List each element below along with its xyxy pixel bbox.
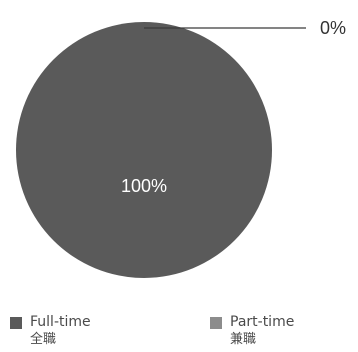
legend-swatch-full-time <box>10 317 22 329</box>
legend-label-part-time-zh: 兼職 <box>230 332 257 347</box>
legend-item-part-time: Part-time 兼職 <box>210 313 294 349</box>
pie-slice-full-time <box>16 22 272 278</box>
legend-swatch-part-time <box>210 317 222 329</box>
data-label-part-time: 0% <box>320 18 346 38</box>
legend-item-full-time: Full-time 全職 <box>10 313 91 349</box>
legend-label-full-time-en: Full-time <box>30 314 91 330</box>
data-label-full-time: 100% <box>121 176 167 196</box>
legend-label-part-time-en: Part-time <box>230 314 295 330</box>
pie-chart: 0% 100% <box>16 18 346 278</box>
legend-label-full-time-zh: 全職 <box>30 332 57 347</box>
